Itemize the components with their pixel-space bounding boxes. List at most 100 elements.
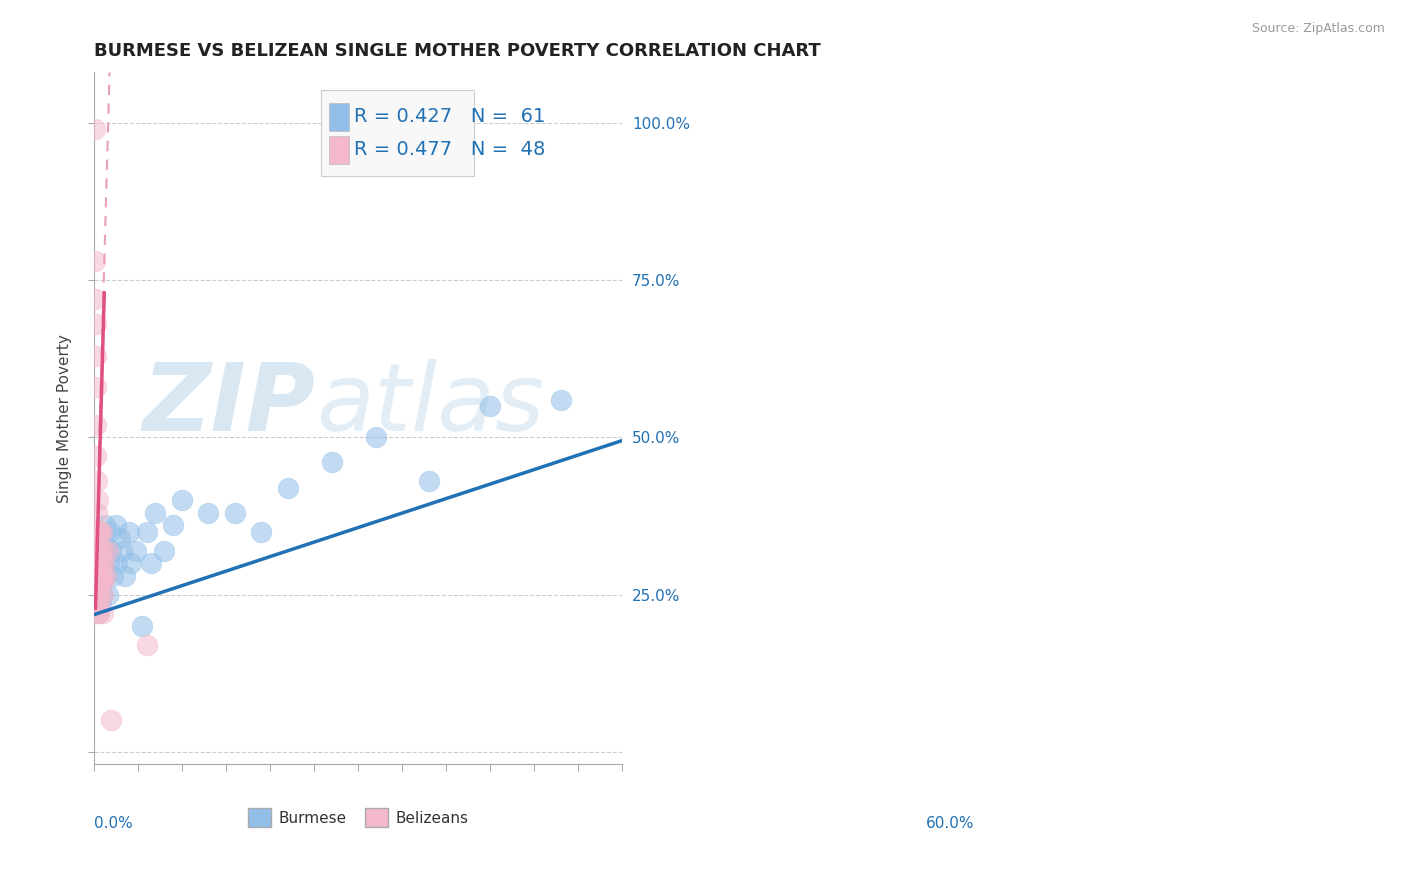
Point	[87, 556, 110, 570]
Point	[91, 568, 114, 582]
Point	[86, 380, 108, 394]
Point	[364, 430, 387, 444]
Point	[108, 531, 131, 545]
Legend: Burmese, Belizeans: Burmese, Belizeans	[242, 802, 474, 833]
Point	[101, 568, 124, 582]
Point	[87, 588, 110, 602]
Point	[94, 518, 117, 533]
Point	[90, 556, 112, 570]
Point	[87, 594, 110, 608]
Point	[550, 392, 572, 407]
Point	[86, 607, 108, 621]
Text: 0.0%: 0.0%	[94, 816, 132, 831]
Point	[114, 568, 136, 582]
Point	[86, 562, 108, 576]
Point	[91, 568, 114, 582]
Point	[162, 518, 184, 533]
Point	[86, 556, 108, 570]
Point	[89, 524, 111, 539]
Point	[87, 493, 110, 508]
Point	[98, 524, 121, 539]
Point	[87, 607, 110, 621]
Point	[135, 524, 157, 539]
Point	[135, 638, 157, 652]
Point	[91, 588, 114, 602]
Point	[89, 556, 111, 570]
Point	[100, 714, 122, 728]
Point	[86, 543, 108, 558]
Point	[96, 543, 118, 558]
Text: atlas: atlas	[316, 359, 544, 450]
Point	[89, 575, 111, 590]
Text: R = 0.427   N =  61: R = 0.427 N = 61	[354, 107, 546, 127]
Point	[89, 588, 111, 602]
Point	[87, 568, 110, 582]
Point	[94, 568, 117, 582]
Point	[86, 543, 108, 558]
Point	[170, 493, 193, 508]
Point	[87, 543, 110, 558]
Point	[479, 399, 502, 413]
Point	[111, 543, 134, 558]
Point	[84, 292, 107, 306]
Point	[89, 568, 111, 582]
Point	[87, 556, 110, 570]
Point	[97, 543, 120, 558]
Point	[90, 556, 112, 570]
Point	[87, 524, 110, 539]
Point	[321, 455, 343, 469]
Point	[107, 556, 129, 570]
Point	[87, 556, 110, 570]
Point	[86, 568, 108, 582]
Point	[197, 506, 219, 520]
Point	[87, 588, 110, 602]
Point	[87, 537, 110, 551]
Point	[97, 556, 120, 570]
Point	[86, 524, 108, 539]
Point	[277, 481, 299, 495]
Text: R = 0.477   N =  48: R = 0.477 N = 48	[354, 140, 546, 160]
Point	[84, 254, 107, 268]
Point	[87, 556, 110, 570]
Point	[86, 475, 108, 489]
FancyBboxPatch shape	[329, 136, 349, 164]
Point	[90, 588, 112, 602]
Point	[91, 543, 114, 558]
Point	[90, 575, 112, 590]
Point	[93, 575, 115, 590]
Point	[139, 556, 162, 570]
Point	[86, 349, 108, 363]
Point	[87, 568, 110, 582]
Point	[250, 524, 273, 539]
Text: Source: ZipAtlas.com: Source: ZipAtlas.com	[1251, 22, 1385, 36]
FancyBboxPatch shape	[329, 103, 349, 130]
Point	[86, 449, 108, 463]
Point	[90, 568, 112, 582]
Point	[86, 549, 108, 564]
Point	[418, 475, 440, 489]
Y-axis label: Single Mother Poverty: Single Mother Poverty	[58, 334, 72, 503]
Point	[89, 543, 111, 558]
Point	[90, 582, 112, 596]
Point	[86, 317, 108, 331]
Point	[153, 543, 176, 558]
Point	[87, 568, 110, 582]
Point	[90, 524, 112, 539]
Point	[97, 588, 120, 602]
Point	[94, 568, 117, 582]
Text: ZIP: ZIP	[143, 359, 316, 450]
Point	[118, 524, 141, 539]
Point	[91, 543, 114, 558]
Point	[87, 582, 110, 596]
Point	[86, 588, 108, 602]
Point	[89, 556, 111, 570]
Point	[86, 506, 108, 520]
Point	[86, 568, 108, 582]
Point	[93, 556, 115, 570]
Point	[104, 518, 127, 533]
Point	[131, 619, 153, 633]
Point	[84, 556, 107, 570]
Point	[86, 417, 108, 432]
Point	[93, 556, 115, 570]
Point	[87, 594, 110, 608]
